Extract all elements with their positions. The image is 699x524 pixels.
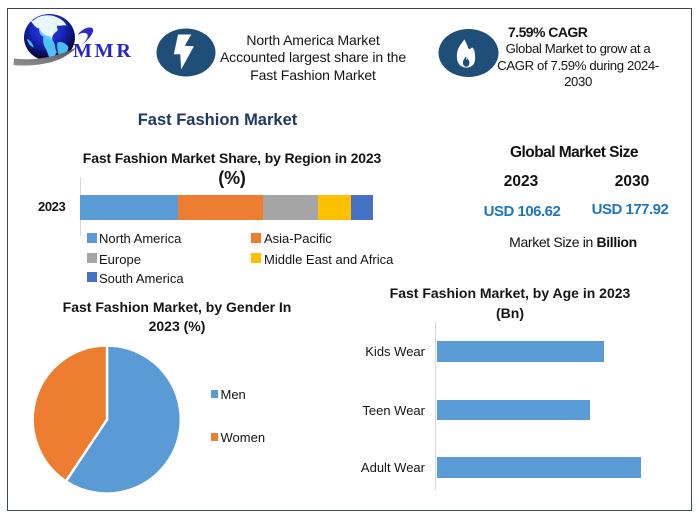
svg-text:MMR: MMR bbox=[73, 40, 134, 62]
